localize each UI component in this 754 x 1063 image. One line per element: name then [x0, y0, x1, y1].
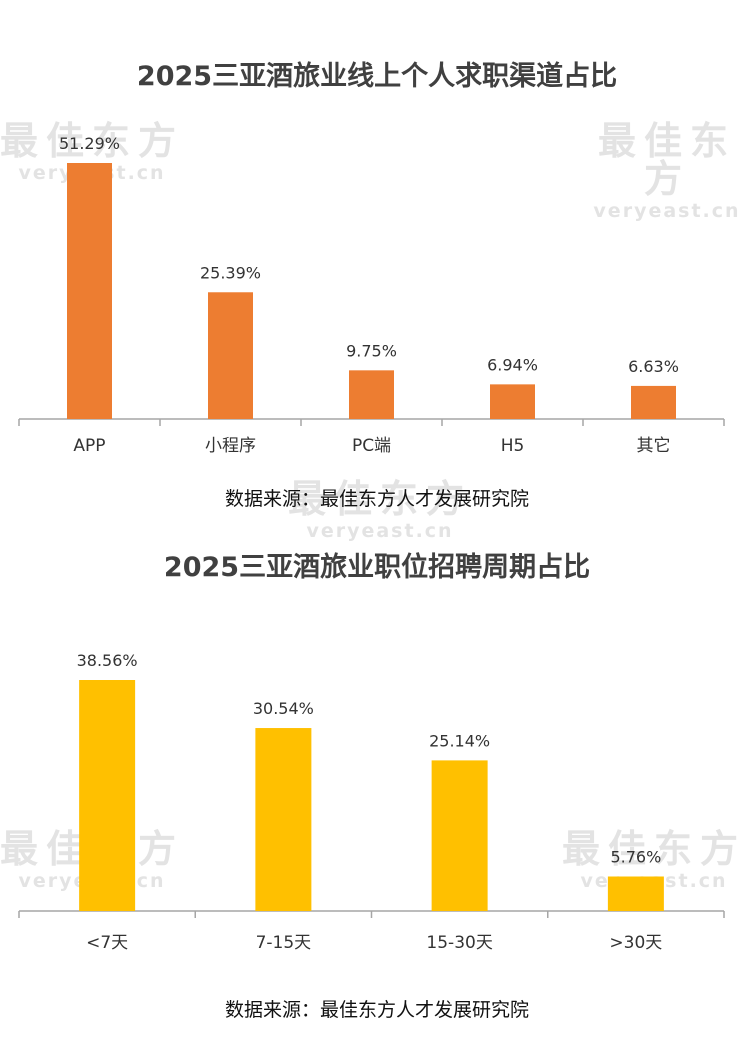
x-tick-label: H5 [501, 436, 525, 456]
x-tick-label: >30天 [609, 933, 662, 953]
bar [255, 728, 312, 911]
bar-chart-channels: 51.29% APP 25.39% 小程序 9.75% PC端 6.94% H5 6.63% 其它 [18, 134, 725, 456]
data-label: 25.14% [429, 731, 490, 750]
x-tick-label: 其它 [637, 436, 671, 456]
data-label: 9.75% [346, 341, 397, 360]
bar [79, 680, 136, 911]
data-label: 30.54% [253, 699, 314, 718]
bar [631, 385, 676, 419]
chart-title: 2025三亚酒旅业线上个人求职渠道占比 [136, 61, 618, 92]
bar [431, 760, 488, 911]
bar [349, 370, 394, 419]
data-label: 6.63% [628, 357, 679, 376]
data-label: 6.94% [487, 355, 538, 374]
data-label: 25.39% [200, 263, 261, 282]
x-tick-label: 小程序 [205, 436, 256, 456]
x-tick-label: 15-30天 [426, 933, 492, 953]
bar [607, 876, 664, 911]
data-label: 5.76% [610, 847, 661, 866]
chart-source: 数据来源：最佳东方人才发展研究院 [224, 488, 529, 510]
chart-source: 数据来源：最佳东方人才发展研究院 [224, 999, 529, 1021]
bar [208, 292, 253, 419]
bar-chart-cycle: 38.56% <7天 30.54% 7-15天 25.14% 15-30天 5.76% >30… [18, 651, 725, 953]
data-label: 38.56% [77, 651, 138, 670]
bar [67, 163, 112, 419]
chart-title: 2025三亚酒旅业职位招聘周期占比 [163, 552, 591, 583]
bar [490, 384, 535, 419]
x-tick-label: PC端 [352, 436, 391, 456]
x-tick-label: <7天 [86, 933, 128, 953]
x-tick-label: APP [73, 436, 105, 456]
x-tick-label: 7-15天 [256, 933, 312, 953]
data-label: 51.29% [59, 134, 120, 153]
